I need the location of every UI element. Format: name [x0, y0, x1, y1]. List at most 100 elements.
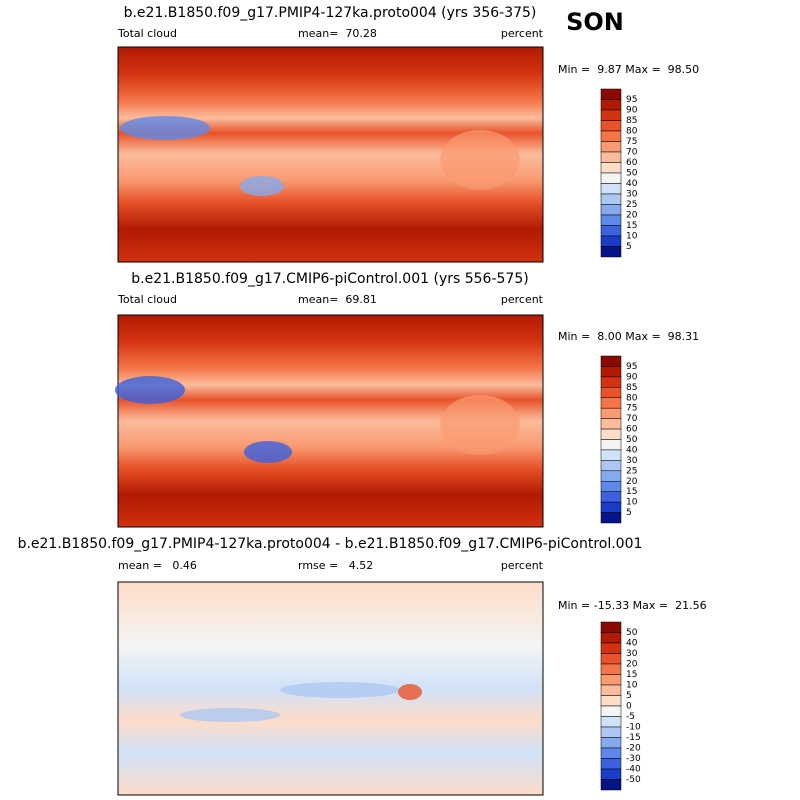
colorbar-label: -10 [626, 723, 641, 733]
colorbar-label: 20 [626, 211, 638, 221]
colorbar-label: 5 [626, 242, 632, 252]
colorbar-box [600, 130, 622, 142]
colorbar-label: 40 [626, 445, 638, 455]
colorbar-box [600, 418, 622, 430]
colorbar-label: 75 [626, 137, 637, 147]
colorbar-box [600, 663, 622, 675]
colorbar-box [600, 621, 622, 633]
colorbar-box [600, 684, 622, 696]
colorbar-label: 40 [626, 179, 638, 189]
min-max: Min = 8.00 Max = 98.31 [558, 330, 699, 343]
map-2 [115, 314, 544, 528]
colorbar-box [600, 705, 622, 717]
colorbar-label: 10 [626, 498, 638, 508]
panel-title: b.e21.B1850.f09_g17.PMIP4-127ka.proto004… [18, 536, 643, 552]
map-3 [117, 581, 544, 796]
colorbar-label: -30 [626, 754, 641, 764]
colorbar-label: 60 [626, 425, 638, 435]
colorbar-box [600, 470, 622, 482]
units-label: percent [501, 27, 544, 40]
colorbar-box [600, 109, 622, 121]
colorbar-box [600, 246, 622, 258]
colorbar-box [600, 183, 622, 195]
colorbar-box [600, 758, 622, 770]
colorbar-box [600, 193, 622, 205]
colorbar-box [600, 120, 622, 132]
colorbar-box [600, 726, 622, 738]
colorbar-box [600, 204, 622, 216]
left-label: Total cloud [117, 27, 177, 40]
colorbar-box [600, 407, 622, 419]
colorbar-label: 50 [626, 169, 638, 179]
colorbar-label: 95 [626, 95, 637, 105]
colorbar-box [600, 172, 622, 184]
colorbar-label: 15 [626, 221, 637, 231]
colorbar-box [600, 491, 622, 503]
colorbar-label: 30 [626, 190, 638, 200]
colorbar-label: 90 [626, 372, 638, 382]
colorbar-box [600, 737, 622, 749]
colorbar-box [600, 387, 622, 398]
colorbar-label: 70 [626, 414, 638, 424]
colorbar-box [600, 632, 622, 644]
colorbar-label: -20 [626, 744, 641, 754]
min-max: Min = -15.33 Max = 21.56 [558, 599, 707, 612]
colorbar-label: 25 [626, 466, 637, 476]
colorbar-box [600, 674, 622, 686]
colorbar-box [600, 151, 622, 163]
colorbar-label: 30 [626, 649, 638, 659]
colorbar-label: 60 [626, 158, 638, 168]
colorbar-label: 25 [626, 200, 637, 210]
colorbar-label: 15 [626, 487, 637, 497]
units-label: percent [501, 293, 544, 306]
colorbar-box [600, 162, 622, 174]
center-label: mean= 70.28 [298, 27, 377, 40]
colorbar-label: 90 [626, 106, 638, 116]
colorbar-label: 85 [626, 383, 637, 393]
map-1 [117, 46, 544, 263]
colorbar-box [600, 653, 622, 665]
colorbar-box [600, 397, 622, 409]
panel-title: b.e21.B1850.f09_g17.PMIP4-127ka.proto004… [124, 5, 537, 21]
season-label: SON [566, 8, 624, 36]
colorbar-label: 80 [626, 393, 638, 403]
colorbar-label: 30 [626, 456, 638, 466]
colorbar-box [600, 512, 622, 524]
center-label: mean= 69.81 [298, 293, 377, 306]
colorbar-box [600, 642, 622, 654]
colorbar-box [600, 695, 622, 707]
colorbar-box [600, 747, 622, 759]
colorbar-label: 85 [626, 116, 637, 126]
colorbar-label: 10 [626, 681, 638, 691]
colorbar-label: 20 [626, 660, 638, 670]
colorbar-box [600, 460, 622, 472]
colorbar-label: 5 [626, 691, 632, 701]
units-label: percent [501, 559, 544, 572]
colorbar-box [600, 88, 622, 100]
colorbar-label: -15 [626, 733, 641, 743]
colorbar-box [600, 779, 622, 791]
colorbar-label: -5 [626, 712, 635, 722]
colorbar-label: 40 [626, 639, 638, 649]
colorbar-box [600, 439, 622, 451]
colorbar-label: 20 [626, 477, 638, 487]
colorbar-box [600, 99, 622, 111]
colorbar-label: 0 [626, 702, 632, 712]
left-label: mean = 0.46 [118, 559, 197, 572]
colorbar-label: 50 [626, 435, 638, 445]
colorbar-label: 75 [626, 404, 637, 414]
colorbar-box [600, 225, 622, 237]
colorbar-box [600, 449, 622, 461]
min-max: Min = 9.87 Max = 98.50 [558, 63, 699, 76]
colorbar-label: -40 [626, 765, 641, 775]
colorbar-label: -50 [626, 775, 641, 785]
colorbar-box [600, 428, 622, 440]
colorbar-box [600, 366, 622, 378]
colorbar-label: 15 [626, 670, 637, 680]
colorbar-box [600, 141, 622, 153]
colorbar-box [600, 768, 622, 780]
colorbar-box [600, 355, 622, 367]
colorbar-box [600, 235, 622, 247]
center-label: rmse = 4.52 [298, 559, 373, 572]
